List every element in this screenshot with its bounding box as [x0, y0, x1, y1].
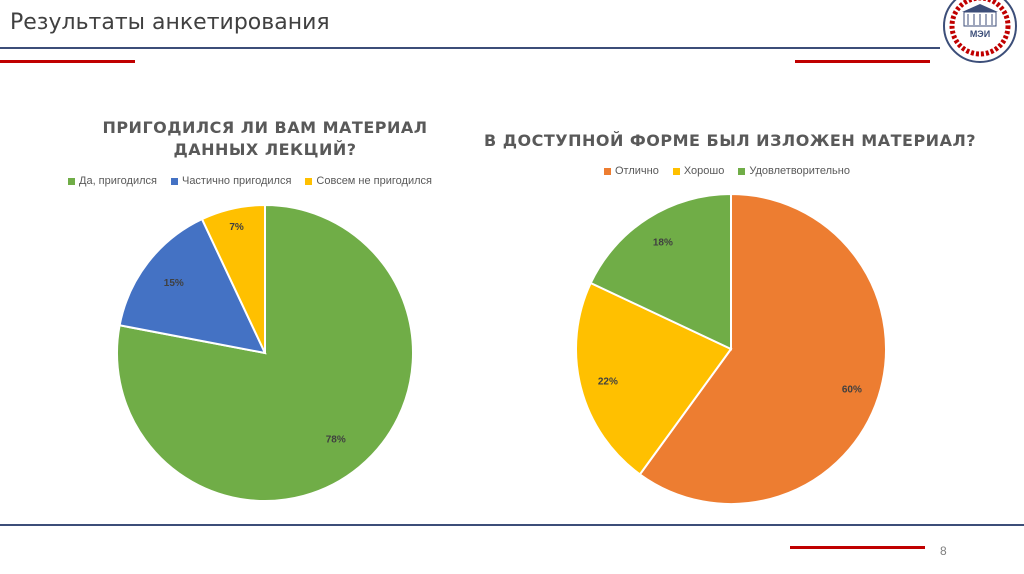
legend-label: Отлично [615, 165, 659, 177]
chart-2-legend: Отлично Хорошо Удовлетворительно [604, 165, 864, 177]
legend-item: Хорошо [672, 165, 725, 177]
page-number: 8 [940, 544, 947, 558]
legend-label: Частично пригодился [181, 175, 292, 187]
legend-item: Удовлетворительно [738, 165, 850, 177]
legend-swatch [738, 167, 746, 175]
legend-item: Частично пригодился [170, 175, 292, 187]
legend-item: Совсем не пригодился [305, 175, 432, 187]
footer-divider [0, 524, 1024, 526]
chart-1-title: ПРИГОДИЛСЯ ЛИ ВАМ МАТЕРИАЛ ДАННЫХ ЛЕКЦИЙ… [70, 117, 460, 161]
header-accent-right [795, 60, 930, 63]
chart-1-title-line-2: ДАННЫХ ЛЕКЦИЙ? [173, 140, 357, 159]
logo-text: МЭИ [970, 29, 990, 39]
chart-1-pie: 78% 15% 7% [116, 203, 414, 502]
legend-swatch [672, 167, 680, 175]
slide-title: Результаты анкетирования [10, 10, 330, 35]
data-label: 15% [164, 278, 184, 289]
data-label: 18% [653, 238, 673, 249]
data-label: 22% [598, 377, 618, 388]
footer-accent [790, 546, 925, 549]
pie-slice [200, 203, 266, 354]
data-label: 60% [842, 384, 862, 395]
data-label: 78% [326, 435, 346, 446]
data-label: 7% [229, 222, 244, 233]
legend-swatch [305, 177, 313, 185]
legend-label: Удовлетворительно [749, 165, 850, 177]
university-logo: МЭИ [943, 0, 1017, 63]
pie-slice [589, 192, 732, 351]
legend-item: Отлично [604, 165, 659, 177]
header-accent-left [0, 60, 135, 63]
chart-2-pie: 60% 22% 18% [575, 192, 887, 505]
legend-swatch [170, 177, 178, 185]
legend-label: Хорошо [683, 165, 725, 177]
pie-slice [118, 217, 267, 355]
chart-1-legend: Да, пригодился Частично пригодился Совсе… [68, 175, 446, 187]
legend-swatch [604, 167, 611, 175]
chart-1-title-line-1: ПРИГОДИЛСЯ ЛИ ВАМ МАТЕРИАЛ [102, 118, 428, 137]
legend-label: Да, пригодился [79, 175, 157, 187]
legend-item: Да, пригодился [68, 175, 157, 187]
chart-2-title-line-1: В ДОСТУПНОЙ ФОРМЕ БЫЛ ИЗЛОЖЕН МАТЕРИАЛ? [483, 131, 977, 150]
chart-2-title: В ДОСТУПНОЙ ФОРМЕ БЫЛ ИЗЛОЖЕН МАТЕРИАЛ? [480, 130, 980, 152]
header-divider [0, 47, 940, 49]
legend-swatch [68, 177, 75, 185]
legend-label: Совсем не пригодился [316, 175, 432, 187]
pie-slice [638, 192, 887, 505]
